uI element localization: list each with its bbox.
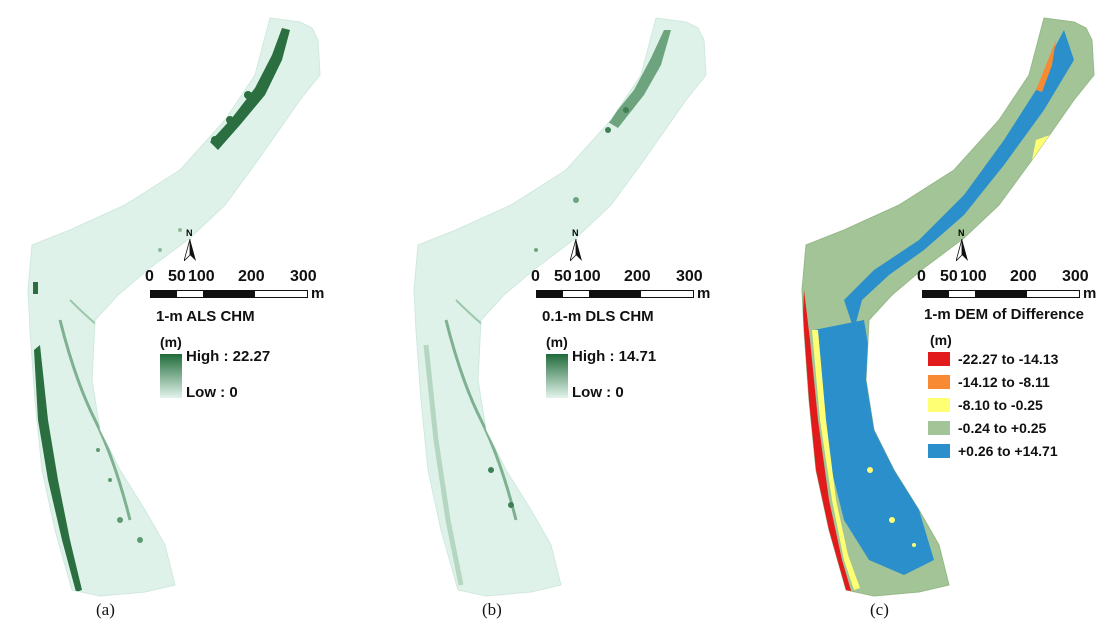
panel-label-c: (c) <box>870 600 889 619</box>
north-arrow-a: N <box>182 228 198 262</box>
map-panel-a <box>27 17 321 597</box>
canopy-features-b <box>423 30 671 586</box>
north-arrow-c: N <box>954 228 970 262</box>
scale-bar-b: 0 50 100 200 300 m <box>531 268 711 302</box>
scale-bar-track <box>150 290 308 298</box>
class-swatch-5 <box>928 444 950 458</box>
map-panel-b <box>413 17 707 597</box>
class-swatch-3 <box>928 398 950 412</box>
north-arrow-icon <box>184 239 196 261</box>
color-ramp <box>546 354 568 398</box>
legend-c: 1-m DEM of Difference (m) -22.27 to -14.… <box>924 306 1085 459</box>
color-ramp <box>160 354 182 398</box>
legend-b: 0.1-m DLS CHM (m) High : 14.71 Low : 0 <box>542 308 657 401</box>
north-arrow-b: N <box>568 228 584 262</box>
class-swatch-1 <box>928 352 950 366</box>
north-arrow-icon <box>570 239 582 261</box>
panel-label-b: (b) <box>482 600 502 619</box>
class-swatch-4 <box>928 421 950 435</box>
scale-bar-track <box>922 290 1080 298</box>
north-arrow-icon <box>956 239 968 261</box>
class-swatch-2 <box>928 375 950 389</box>
scale-bar-track <box>536 290 694 298</box>
legend-a: 1-m ALS CHM (m) High : 22.27 Low : 0 <box>156 308 271 401</box>
panel-label-a: (a) <box>96 600 115 619</box>
scale-bar-c: 0 50 100 200 300 m <box>917 268 1097 302</box>
scale-bar-a: 0 50 100 200 300 m <box>145 268 325 302</box>
